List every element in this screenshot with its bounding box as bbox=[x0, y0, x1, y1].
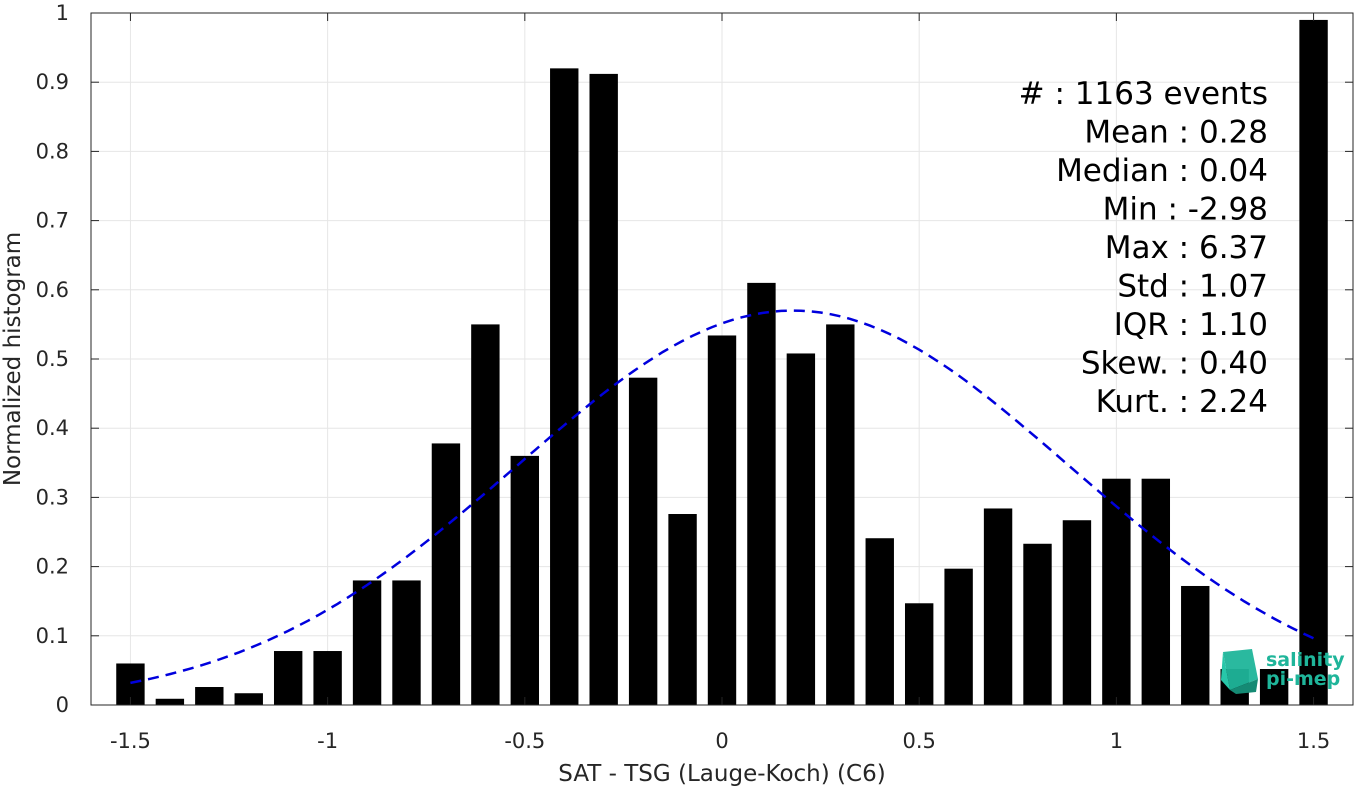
histogram-bar bbox=[1062, 520, 1092, 705]
histogram-bar bbox=[273, 651, 303, 705]
y-tick-label: 0.8 bbox=[36, 139, 69, 163]
stat-line: Kurt. : 2.24 bbox=[1096, 384, 1268, 420]
x-tick-label: -1 bbox=[317, 729, 338, 753]
y-tick-label: 0.3 bbox=[36, 485, 69, 509]
histogram-bar bbox=[865, 538, 894, 705]
y-tick-labels: 0 0.1 0.2 0.3 0.4 0.5 0.6 0.7 0.8 0.9 1 bbox=[36, 1, 69, 717]
histogram-bar bbox=[1181, 585, 1210, 705]
stat-line: IQR : 1.10 bbox=[1114, 307, 1268, 343]
histogram-bar bbox=[392, 580, 421, 705]
stat-line: Max : 6.37 bbox=[1105, 230, 1268, 266]
histogram-bar bbox=[1102, 478, 1131, 705]
x-tick-label: 0.5 bbox=[902, 729, 935, 753]
y-tick-label: 0.4 bbox=[36, 416, 69, 440]
stat-line: Mean : 0.28 bbox=[1084, 115, 1268, 151]
logo-emblem-icon bbox=[1221, 649, 1258, 694]
histogram-bar bbox=[786, 353, 816, 705]
x-tick-label: -1.5 bbox=[110, 729, 151, 753]
normal-fit-curve bbox=[130, 309, 1315, 685]
histogram-bar bbox=[904, 603, 934, 705]
stat-line: Std : 1.07 bbox=[1117, 269, 1268, 305]
y-tick-label: 0 bbox=[56, 693, 69, 717]
salinity-pimep-logo: salinity pi-mep bbox=[1221, 649, 1345, 694]
histogram-bar bbox=[707, 335, 737, 705]
histogram-bar bbox=[352, 580, 382, 705]
y-tick-label: 0.7 bbox=[36, 209, 69, 233]
histogram-bar bbox=[628, 377, 658, 705]
y-tick-label: 0.6 bbox=[36, 278, 69, 302]
y-tick-label: 0.1 bbox=[36, 624, 69, 648]
histogram-bar bbox=[944, 568, 973, 705]
x-tick-label: 1 bbox=[1110, 729, 1123, 753]
stat-line: Skew. : 0.40 bbox=[1081, 346, 1268, 382]
histogram-bar bbox=[983, 508, 1013, 705]
stat-line: Min : -2.98 bbox=[1103, 192, 1268, 228]
histogram-bars bbox=[116, 19, 1328, 706]
logo-line1: salinity bbox=[1266, 649, 1345, 671]
histogram-bar bbox=[1299, 19, 1328, 706]
y-tick-label: 0.5 bbox=[36, 347, 69, 371]
histogram-bar bbox=[747, 282, 776, 705]
histogram-bar bbox=[589, 73, 618, 705]
histogram-bar bbox=[668, 514, 697, 705]
x-axis-label: SAT - TSG (Lauge-Koch) (C6) bbox=[558, 761, 885, 787]
stat-line: Median : 0.04 bbox=[1056, 153, 1268, 189]
x-tick-label: -0.5 bbox=[504, 729, 545, 753]
stat-line: # : 1163 events bbox=[1019, 76, 1268, 112]
x-tick-label: 1.5 bbox=[1297, 729, 1330, 753]
histogram-bar bbox=[826, 324, 855, 705]
histogram-bar bbox=[471, 324, 500, 705]
y-tick-label: 1 bbox=[56, 1, 69, 25]
histogram-bar bbox=[550, 68, 579, 706]
histogram-bar bbox=[195, 687, 224, 705]
histogram-bar bbox=[1023, 543, 1052, 705]
y-tick-label: 0.2 bbox=[36, 555, 69, 579]
histogram-bar bbox=[155, 698, 185, 705]
axis-ticks bbox=[91, 12, 1353, 706]
y-axis-label: Normalized histogram bbox=[0, 232, 26, 486]
histogram-bar bbox=[1141, 478, 1171, 705]
x-tick-labels: -1.5 -1 -0.5 0 0.5 1 1.5 bbox=[110, 729, 1330, 753]
logo-line2: pi-mep bbox=[1266, 668, 1340, 690]
x-tick-label: 0 bbox=[715, 729, 728, 753]
histogram-bar bbox=[234, 693, 263, 705]
histogram-bar bbox=[1259, 669, 1289, 705]
histogram-bar bbox=[431, 443, 461, 705]
histogram-bar bbox=[313, 651, 342, 705]
histogram-bar bbox=[510, 455, 540, 705]
y-tick-label: 0.9 bbox=[36, 70, 69, 94]
